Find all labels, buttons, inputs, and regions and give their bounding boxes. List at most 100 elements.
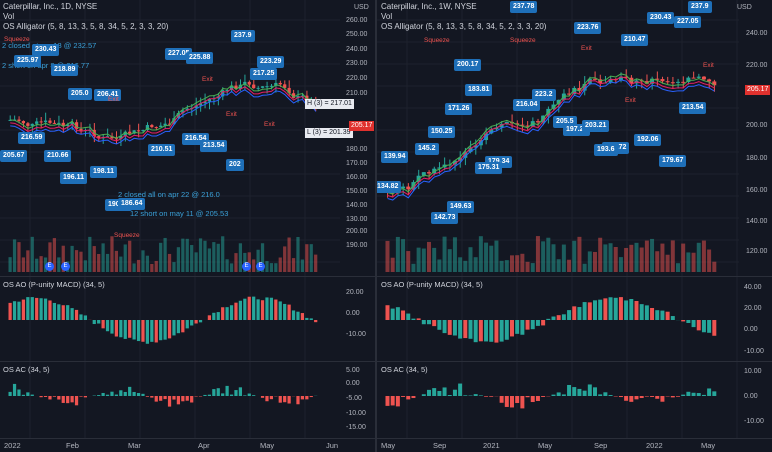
volume-bar [212, 242, 216, 272]
time-axis-border [0, 438, 375, 439]
right-y-label: 220.00 [746, 62, 768, 69]
candle [30, 123, 34, 126]
volume-bar [442, 236, 447, 272]
right-inner-y-label: 190.00 [346, 242, 368, 249]
candle [676, 81, 680, 83]
volume-bar [416, 247, 421, 272]
volume-bar [385, 240, 390, 272]
pane-separator[interactable] [377, 361, 772, 362]
right-callout: 230.43 [647, 12, 675, 24]
ao-bar [499, 320, 504, 342]
earnings-icon[interactable]: E [256, 262, 265, 271]
left-callout: 205.67 [0, 150, 28, 162]
ac-bar [185, 396, 189, 401]
right-vol-label: Vol [381, 12, 393, 21]
ac-bar [644, 396, 649, 397]
ac-bar [136, 393, 141, 396]
pane-separator[interactable] [0, 276, 375, 277]
ao-bar [401, 310, 406, 320]
right-chart-canvas[interactable] [377, 0, 772, 452]
volume-bar [499, 260, 504, 272]
right-ac-axis-label: -10.00 [744, 418, 764, 425]
ac-bar [66, 396, 70, 404]
left-price-tag: 205.17 [349, 121, 375, 131]
volume-bar [535, 236, 540, 272]
volume-bar [185, 238, 189, 272]
candle [639, 80, 644, 82]
left-chart-canvas[interactable] [0, 0, 375, 452]
volume-bar [74, 250, 79, 272]
ac-bar [17, 389, 21, 396]
volume-bar [618, 257, 623, 272]
candle [52, 122, 57, 124]
panel-divider[interactable] [375, 0, 377, 452]
ao-bar [110, 320, 114, 334]
ao-bar [159, 320, 163, 341]
ao-bar [442, 320, 447, 334]
right-callout: 193.6 [594, 144, 618, 156]
ao-bar [406, 313, 411, 320]
ac-bar [504, 396, 509, 407]
ac-bar [541, 396, 546, 397]
candle [473, 145, 478, 148]
pane-separator[interactable] [377, 276, 772, 277]
volume-bar [587, 251, 592, 272]
volume-bar [234, 253, 238, 272]
candle [203, 101, 207, 104]
candle [97, 136, 101, 139]
volume-bar [35, 258, 39, 272]
left-ac-label: OS AC (34, 5) [3, 365, 50, 374]
left-callout: 198.11 [90, 166, 118, 178]
candle [696, 76, 701, 78]
left-low-tag: L (3) = 201.39 [305, 128, 353, 138]
ac-bar [212, 389, 216, 396]
ao-bar [567, 310, 572, 320]
volume-bar [634, 242, 639, 272]
volume-bar [691, 252, 696, 272]
left-vol-label: Vol [3, 12, 15, 21]
ac-bar [515, 396, 520, 404]
right-callout: 171.26 [445, 103, 473, 115]
right-callout: 142.73 [431, 212, 459, 224]
ao-bar [83, 315, 88, 320]
volume-bar [468, 247, 473, 272]
candle [283, 84, 287, 88]
earnings-icon[interactable]: E [45, 262, 54, 271]
ao-bar [712, 320, 717, 336]
ao-bar [582, 302, 587, 320]
alligator-line [10, 83, 317, 139]
volume-bar [167, 253, 172, 272]
right-chart-panel[interactable]: Caterpillar, Inc., 1W, NYSE Vol OS Allig… [377, 0, 772, 452]
ac-bar [39, 396, 43, 398]
right-x-label: May [381, 441, 396, 450]
right-x-label: Sep [433, 441, 447, 450]
earnings-icon[interactable]: E [61, 262, 70, 271]
alligator-line [387, 79, 715, 201]
candle [225, 90, 229, 92]
right-callout: 223.76 [574, 22, 602, 34]
ao-bar [395, 307, 400, 320]
earnings-icon[interactable]: E [242, 262, 251, 271]
ao-bar [447, 320, 452, 335]
ao-bar [639, 304, 644, 320]
volume-bar [190, 245, 194, 272]
volume-bar [504, 260, 509, 272]
ac-bar [154, 396, 158, 402]
pane-separator[interactable] [0, 361, 375, 362]
ac-bar [603, 392, 608, 396]
volume-bar [70, 245, 74, 272]
candle [489, 129, 494, 134]
ao-bar [572, 306, 577, 320]
candle [194, 105, 198, 109]
ac-bar [639, 396, 644, 399]
volume-bar [79, 251, 83, 272]
time-axis-border [377, 438, 772, 439]
ac-bar [510, 396, 514, 408]
volume-bar [57, 257, 61, 272]
volume-bar [194, 252, 198, 272]
ao-bar [421, 320, 426, 325]
volume-bar [665, 254, 670, 272]
ao-bar [546, 318, 551, 320]
ao-bar [655, 310, 660, 320]
left-chart-panel[interactable]: Caterpillar, Inc., 1D, NYSE Vol OS Allig… [0, 0, 375, 452]
